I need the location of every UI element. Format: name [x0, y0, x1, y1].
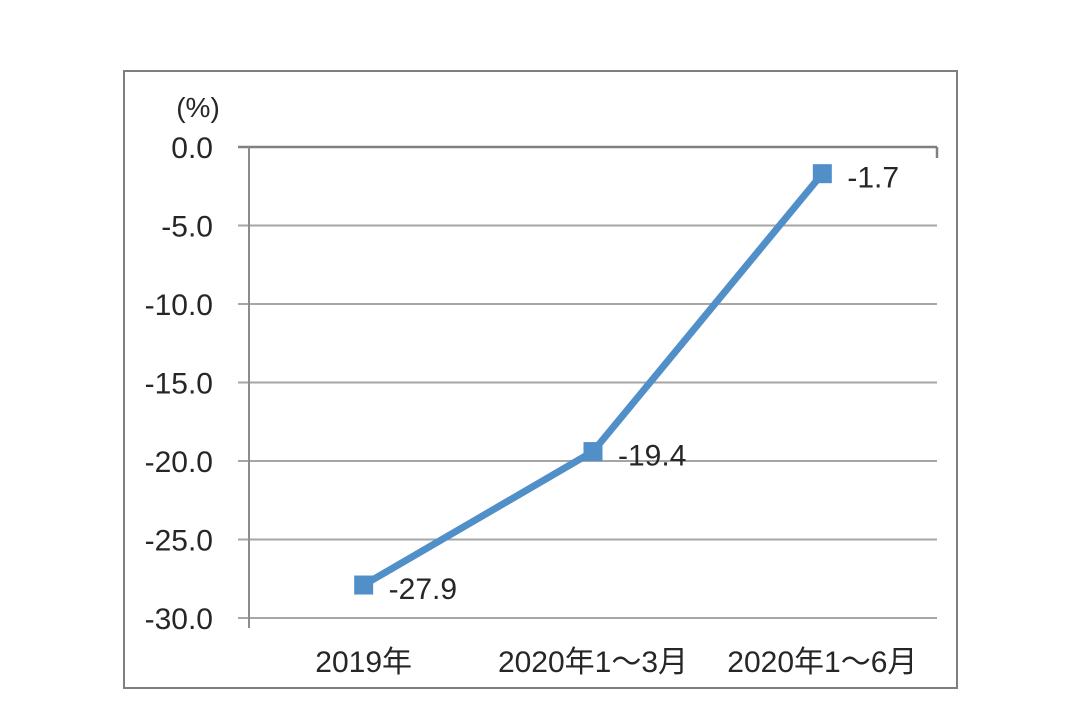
- data-label: -27.9: [389, 573, 457, 606]
- x-category-label: 2019年: [315, 646, 412, 679]
- data-point-marker: [583, 442, 603, 462]
- y-tick-label: -20.0: [145, 446, 213, 479]
- x-category-label: 2020年1～3月: [498, 646, 688, 679]
- data-label: -1.7: [847, 162, 899, 195]
- y-tick-label: -5.0: [161, 211, 213, 244]
- data-label: -19.4: [618, 440, 686, 473]
- y-tick-label: -30.0: [145, 603, 213, 636]
- data-point-marker: [812, 164, 832, 184]
- y-tick-label: -10.0: [145, 289, 213, 322]
- y-tick-label: -15.0: [145, 368, 213, 401]
- y-tick-label: -25.0: [145, 525, 213, 558]
- data-point-marker: [354, 575, 374, 595]
- y-axis-unit-label: (%): [176, 92, 220, 123]
- x-category-label: 2020年1～6月: [727, 646, 917, 679]
- y-tick-label: 0.0: [171, 132, 213, 165]
